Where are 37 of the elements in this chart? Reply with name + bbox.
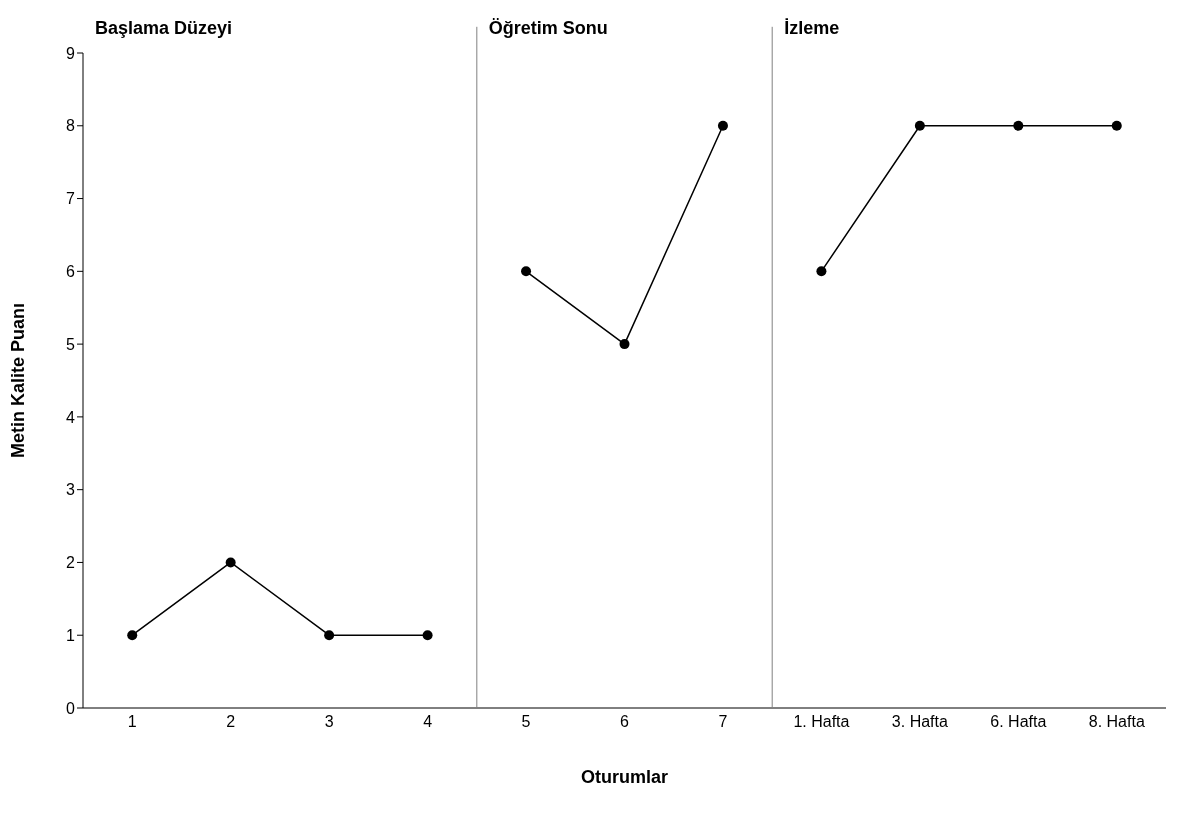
y-tick-label: 0 [66,699,76,717]
y-tick-label: 1 [66,626,76,644]
x-tick-label: 6 [620,713,630,731]
x-tick-label: 3 [324,713,334,731]
point [521,266,532,277]
y-tick-label: 8 [66,117,76,135]
point [225,557,236,568]
y-tick-label: 4 [66,408,76,426]
point [422,630,433,641]
point [816,266,827,277]
x-tick-label: 4 [423,713,433,731]
point [1111,120,1122,131]
y-axis-title: Metin Kalite Puanı [8,302,29,459]
x-axis-title: Oturumlar [580,767,669,787]
text: Başlama Düzeyi [95,18,233,39]
point [1013,120,1024,131]
y-tick-label: 3 [66,481,76,499]
point [914,120,925,131]
y-tick-label: 2 [66,554,76,572]
x-tick-label: 1. Hafta [793,713,850,731]
x-tick-label: 5 [521,713,531,731]
point [324,630,335,641]
y-tick-label: 5 [66,335,76,353]
y-tick-label: 9 [66,44,76,62]
x-tick-label: 7 [718,713,728,731]
point [127,630,138,641]
point [619,339,630,350]
text: Öğretim Sonu [488,18,608,39]
x-tick-label: 1 [127,713,137,731]
x-tick-label: 8. Hafta [1088,713,1145,731]
x-tick-label: 3. Hafta [891,713,948,731]
x-tick-label: 2 [226,713,236,731]
y-tick-label: 7 [66,190,76,208]
point [717,120,728,131]
text: İzleme [784,18,840,39]
x-tick-label: 6. Hafta [990,713,1047,731]
y-tick-label: 6 [66,263,76,281]
